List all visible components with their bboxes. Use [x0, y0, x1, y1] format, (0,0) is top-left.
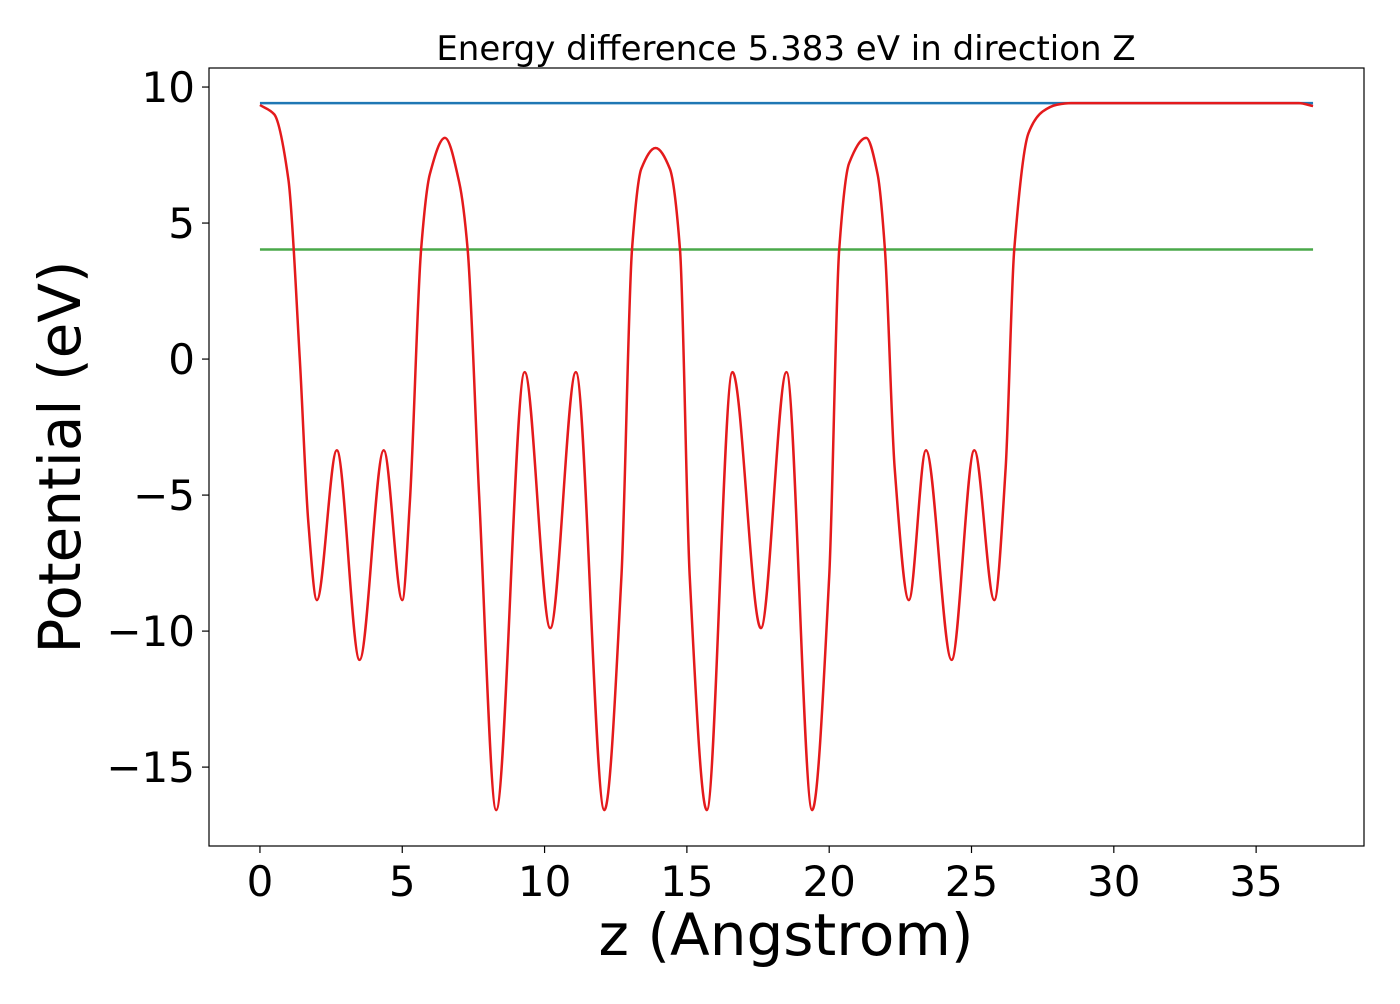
x-tick-label: 15 [660, 857, 713, 906]
y-tick-label: 10 [142, 63, 195, 112]
y-tick-label: 0 [168, 335, 195, 384]
y-tick-label: −5 [133, 471, 195, 520]
plot-frame [208, 67, 1365, 847]
line-series [259, 101, 1314, 812]
x-tick-label: 0 [247, 857, 274, 906]
x-axis-label: z (Angstrom) [599, 901, 974, 969]
y-axis-label: Potential (eV) [26, 260, 94, 653]
x-tick-label: 20 [802, 857, 855, 906]
x-tick-label: 5 [389, 857, 416, 906]
x-tick-label: 25 [945, 857, 998, 906]
x-tick-label: 10 [518, 857, 571, 906]
y-tick-label: −10 [106, 607, 195, 656]
y-tick-label: 5 [168, 199, 195, 248]
x-tick-label: 35 [1229, 857, 1282, 906]
y-tick-label: −15 [106, 743, 195, 792]
x-tick-label: 30 [1087, 857, 1140, 906]
chart-title: Energy difference 5.383 eV in direction … [436, 29, 1135, 69]
